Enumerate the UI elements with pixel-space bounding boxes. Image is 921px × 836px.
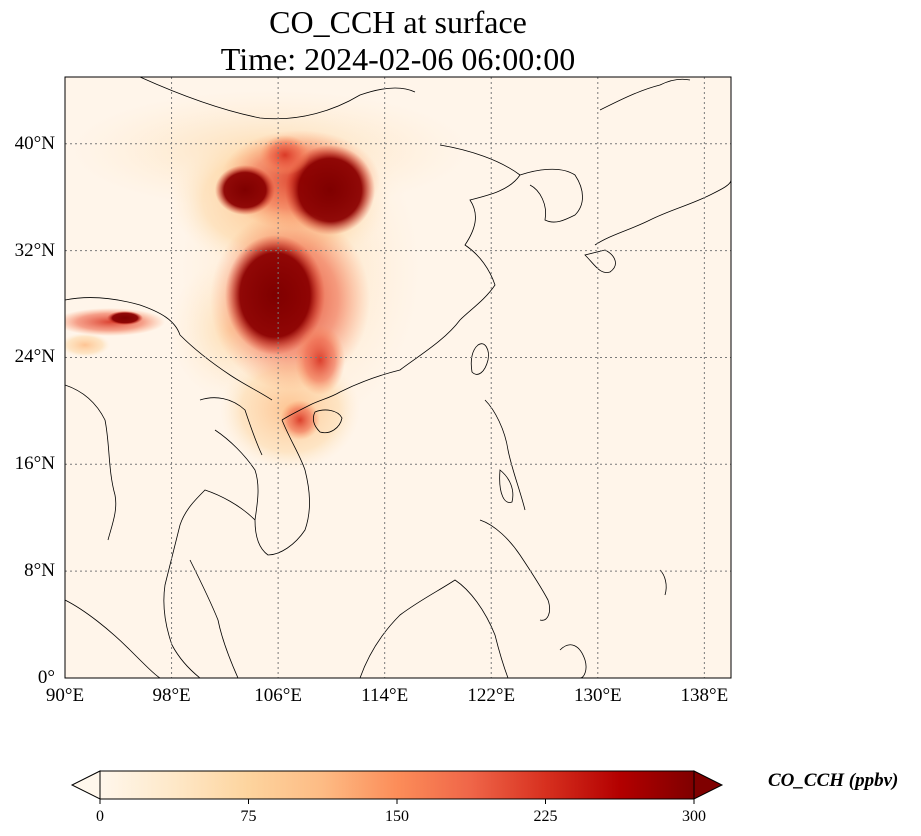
map-title: CO_CCH at surface <box>269 4 527 40</box>
lat-tick-label: 32°N <box>14 239 55 261</box>
map-border <box>64 76 732 679</box>
lat-tick-label: 40°N <box>14 132 55 154</box>
colorbar-min-extend <box>70 770 101 800</box>
lon-tick-label: 98°E <box>152 685 191 706</box>
lat-tick-label: 8°N <box>24 560 55 582</box>
lat-tick-label: 16°N <box>14 453 55 475</box>
lon-tick-label: 90°E <box>45 685 85 706</box>
lon-tick-label: 114°E <box>361 685 409 706</box>
colorbar-tick-label: 300 <box>682 808 706 825</box>
colorbar-label: CO_CCH (ppbv) <box>768 770 899 791</box>
colorbar-tick-label: 225 <box>533 808 558 825</box>
lat-tick-label: 24°N <box>14 346 55 368</box>
colorbar-tick-label: 150 <box>385 808 409 825</box>
colorbar-max-extend <box>693 770 724 800</box>
concentration-field <box>65 77 731 678</box>
colorbar-gradient <box>100 771 694 799</box>
lon-tick-label: 122°E <box>467 685 516 706</box>
colorbar <box>70 770 724 804</box>
lon-tick-label: 130°E <box>573 685 622 706</box>
colorbar-tick-label: 75 <box>240 808 257 825</box>
gridlines <box>65 77 731 678</box>
colorbar-tick-label: 0 <box>96 808 104 825</box>
map-subtitle-time: Time: 2024-02-06 06:00:00 <box>220 41 576 77</box>
lat-tick-label: 0° <box>37 667 55 688</box>
lon-tick-label: 138°E <box>680 685 729 706</box>
lon-tick-label: 106°E <box>254 685 302 706</box>
coastlines <box>65 77 731 678</box>
